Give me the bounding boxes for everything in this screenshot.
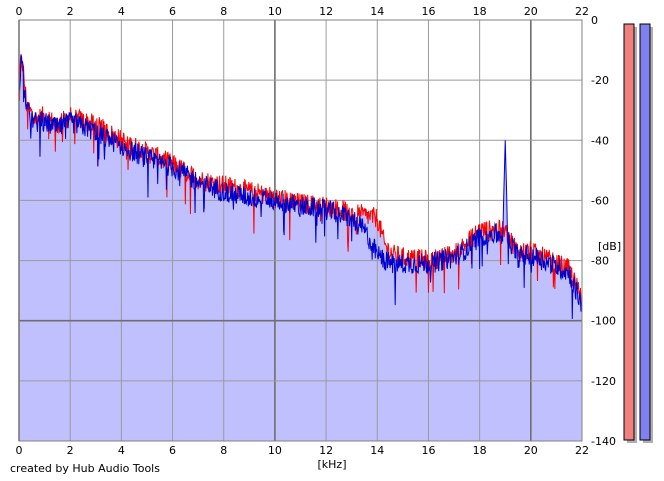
x-tick-label-bottom: 0 bbox=[16, 444, 23, 457]
x-tick-label-bottom: 2 bbox=[67, 444, 74, 457]
y-tick-label: -100 bbox=[591, 315, 616, 328]
x-tick-label-top: 8 bbox=[220, 5, 227, 18]
x-tick-label-top: 12 bbox=[319, 5, 333, 18]
y-tick-label: -40 bbox=[591, 134, 609, 147]
x-tick-label-bottom: 20 bbox=[524, 444, 538, 457]
x-tick-label-bottom: 22 bbox=[575, 444, 589, 457]
plot-frame bbox=[18, 19, 583, 442]
y-axis-label: [dB] bbox=[598, 240, 621, 253]
x-tick-label-bottom: 8 bbox=[220, 444, 227, 457]
y-tick-label: -20 bbox=[591, 74, 609, 87]
x-tick-label-top: 14 bbox=[370, 5, 384, 18]
x-tick-label-bottom: 16 bbox=[421, 444, 435, 457]
y-tick-label: -60 bbox=[591, 194, 609, 207]
x-tick-label-top: 16 bbox=[421, 5, 435, 18]
x-tick-label-bottom: 6 bbox=[169, 444, 176, 457]
x-tick-label-top: 22 bbox=[575, 5, 589, 18]
x-tick-label-bottom: 4 bbox=[118, 444, 125, 457]
credit-text: created by Hub Audio Tools bbox=[10, 462, 160, 475]
y-tick-label: -80 bbox=[591, 255, 609, 268]
x-tick-label-top: 20 bbox=[524, 5, 538, 18]
x-tick-label-bottom: 12 bbox=[319, 444, 333, 457]
spectrum-fill bbox=[19, 54, 582, 441]
x-tick-label-top: 4 bbox=[118, 5, 125, 18]
y-tick-label: -140 bbox=[591, 435, 616, 448]
level-meter-fill-left bbox=[624, 24, 634, 440]
x-tick-label-top: 10 bbox=[268, 5, 282, 18]
y-tick-label: 0 bbox=[591, 14, 598, 27]
x-tick-label-bottom: 14 bbox=[370, 444, 384, 457]
x-tick-label-top: 0 bbox=[16, 5, 23, 18]
x-tick-label-bottom: 18 bbox=[473, 444, 487, 457]
series-right-channel bbox=[18, 54, 583, 319]
level-meter-fill-right bbox=[640, 24, 650, 440]
x-tick-label-top: 2 bbox=[67, 5, 74, 18]
x-axis-label: [kHz] bbox=[318, 458, 347, 471]
y-tick-label: -120 bbox=[591, 375, 616, 388]
x-tick-label-top: 18 bbox=[473, 5, 487, 18]
x-tick-label-top: 6 bbox=[169, 5, 176, 18]
x-tick-label-bottom: 10 bbox=[268, 444, 282, 457]
